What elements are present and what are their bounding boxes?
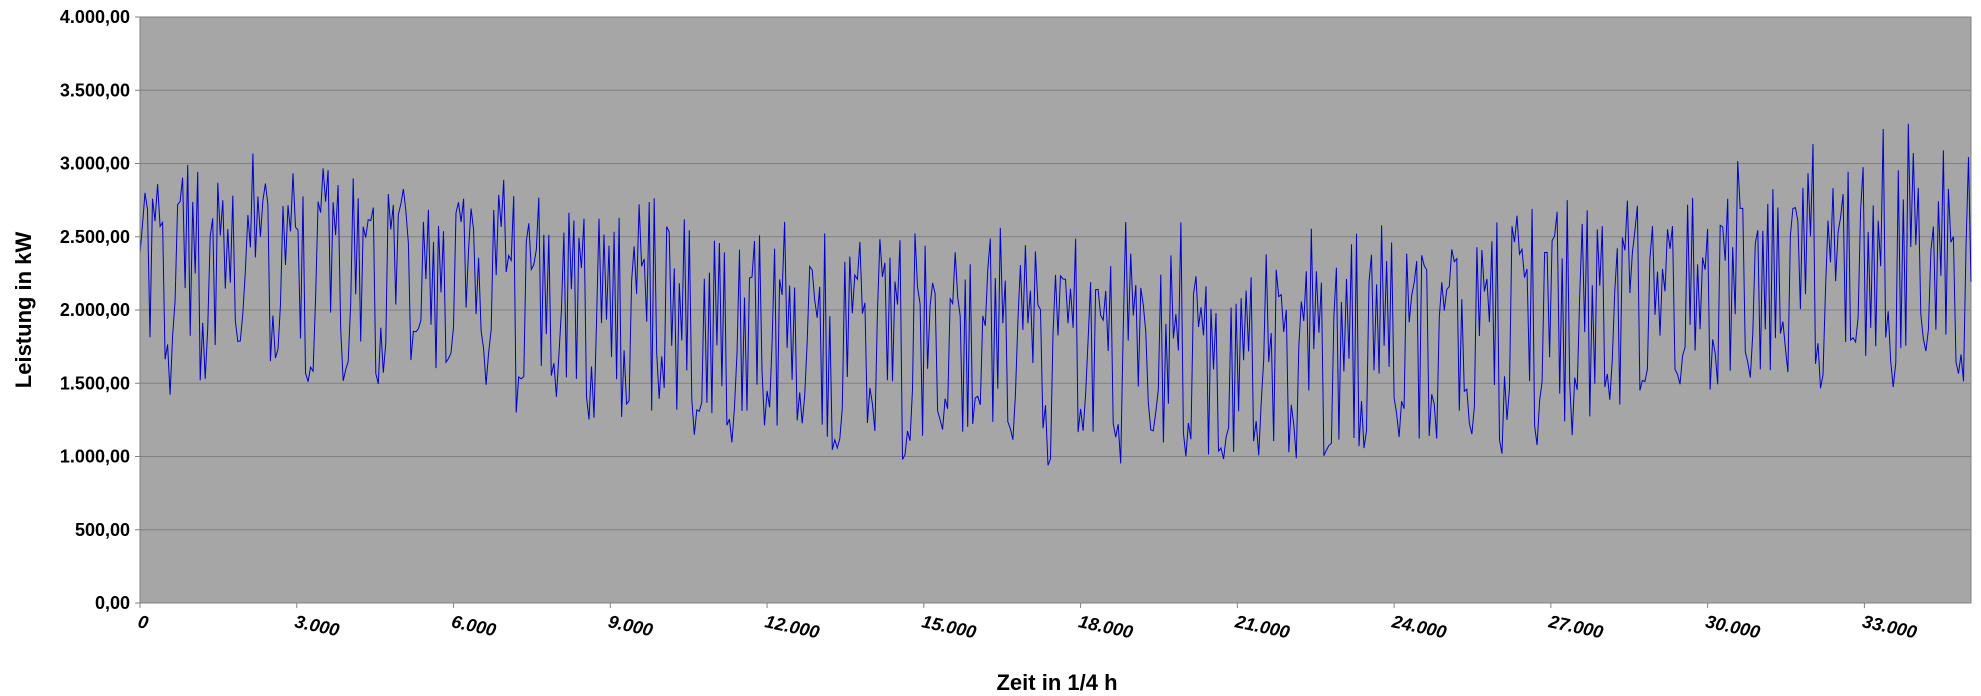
y-axis-title: Leistung in kW bbox=[11, 232, 36, 389]
x-tick-label: 24.000 bbox=[1389, 611, 1448, 642]
x-tick-label: 33.000 bbox=[1861, 611, 1919, 642]
x-tick-label: 12.000 bbox=[763, 611, 821, 642]
y-axis-ticks: 0,00 500,00 1.000,00 1.500,00 2.000,00 2.500,… bbox=[60, 7, 140, 613]
y-tick-label: 4.000,00 bbox=[60, 7, 130, 27]
y-tick-label: 1.500,00 bbox=[60, 373, 130, 393]
x-tick-label: 0 bbox=[136, 611, 150, 633]
y-tick-label: 0,00 bbox=[95, 593, 130, 613]
x-tick-label: 9.000 bbox=[606, 611, 654, 640]
x-tick-label: 27.000 bbox=[1546, 611, 1605, 642]
y-tick-label: 3.500,00 bbox=[60, 80, 130, 100]
series-line bbox=[139, 123, 1972, 466]
x-tick-label: 6.000 bbox=[450, 611, 498, 640]
x-tick-label: 30.000 bbox=[1704, 611, 1762, 642]
y-tick-label: 2.000,00 bbox=[60, 300, 130, 320]
y-tick-label: 2.500,00 bbox=[60, 227, 130, 247]
x-tick-label: 15.000 bbox=[920, 611, 978, 642]
x-axis-ticks: 0 3.000 6.000 9.000 12.000 15.000 18.000 21.000… bbox=[136, 603, 1919, 642]
gridlines bbox=[140, 16, 1971, 531]
x-axis-title: Zeit in 1/4 h bbox=[996, 670, 1117, 695]
x-tick-label: 18.000 bbox=[1077, 611, 1135, 642]
y-tick-label: 1.000,00 bbox=[60, 447, 130, 467]
x-tick-label: 21.000 bbox=[1233, 611, 1292, 642]
x-tick-label: 3.000 bbox=[293, 611, 341, 640]
y-tick-label: 500,00 bbox=[75, 520, 130, 540]
y-tick-label: 3.000,00 bbox=[60, 154, 130, 174]
